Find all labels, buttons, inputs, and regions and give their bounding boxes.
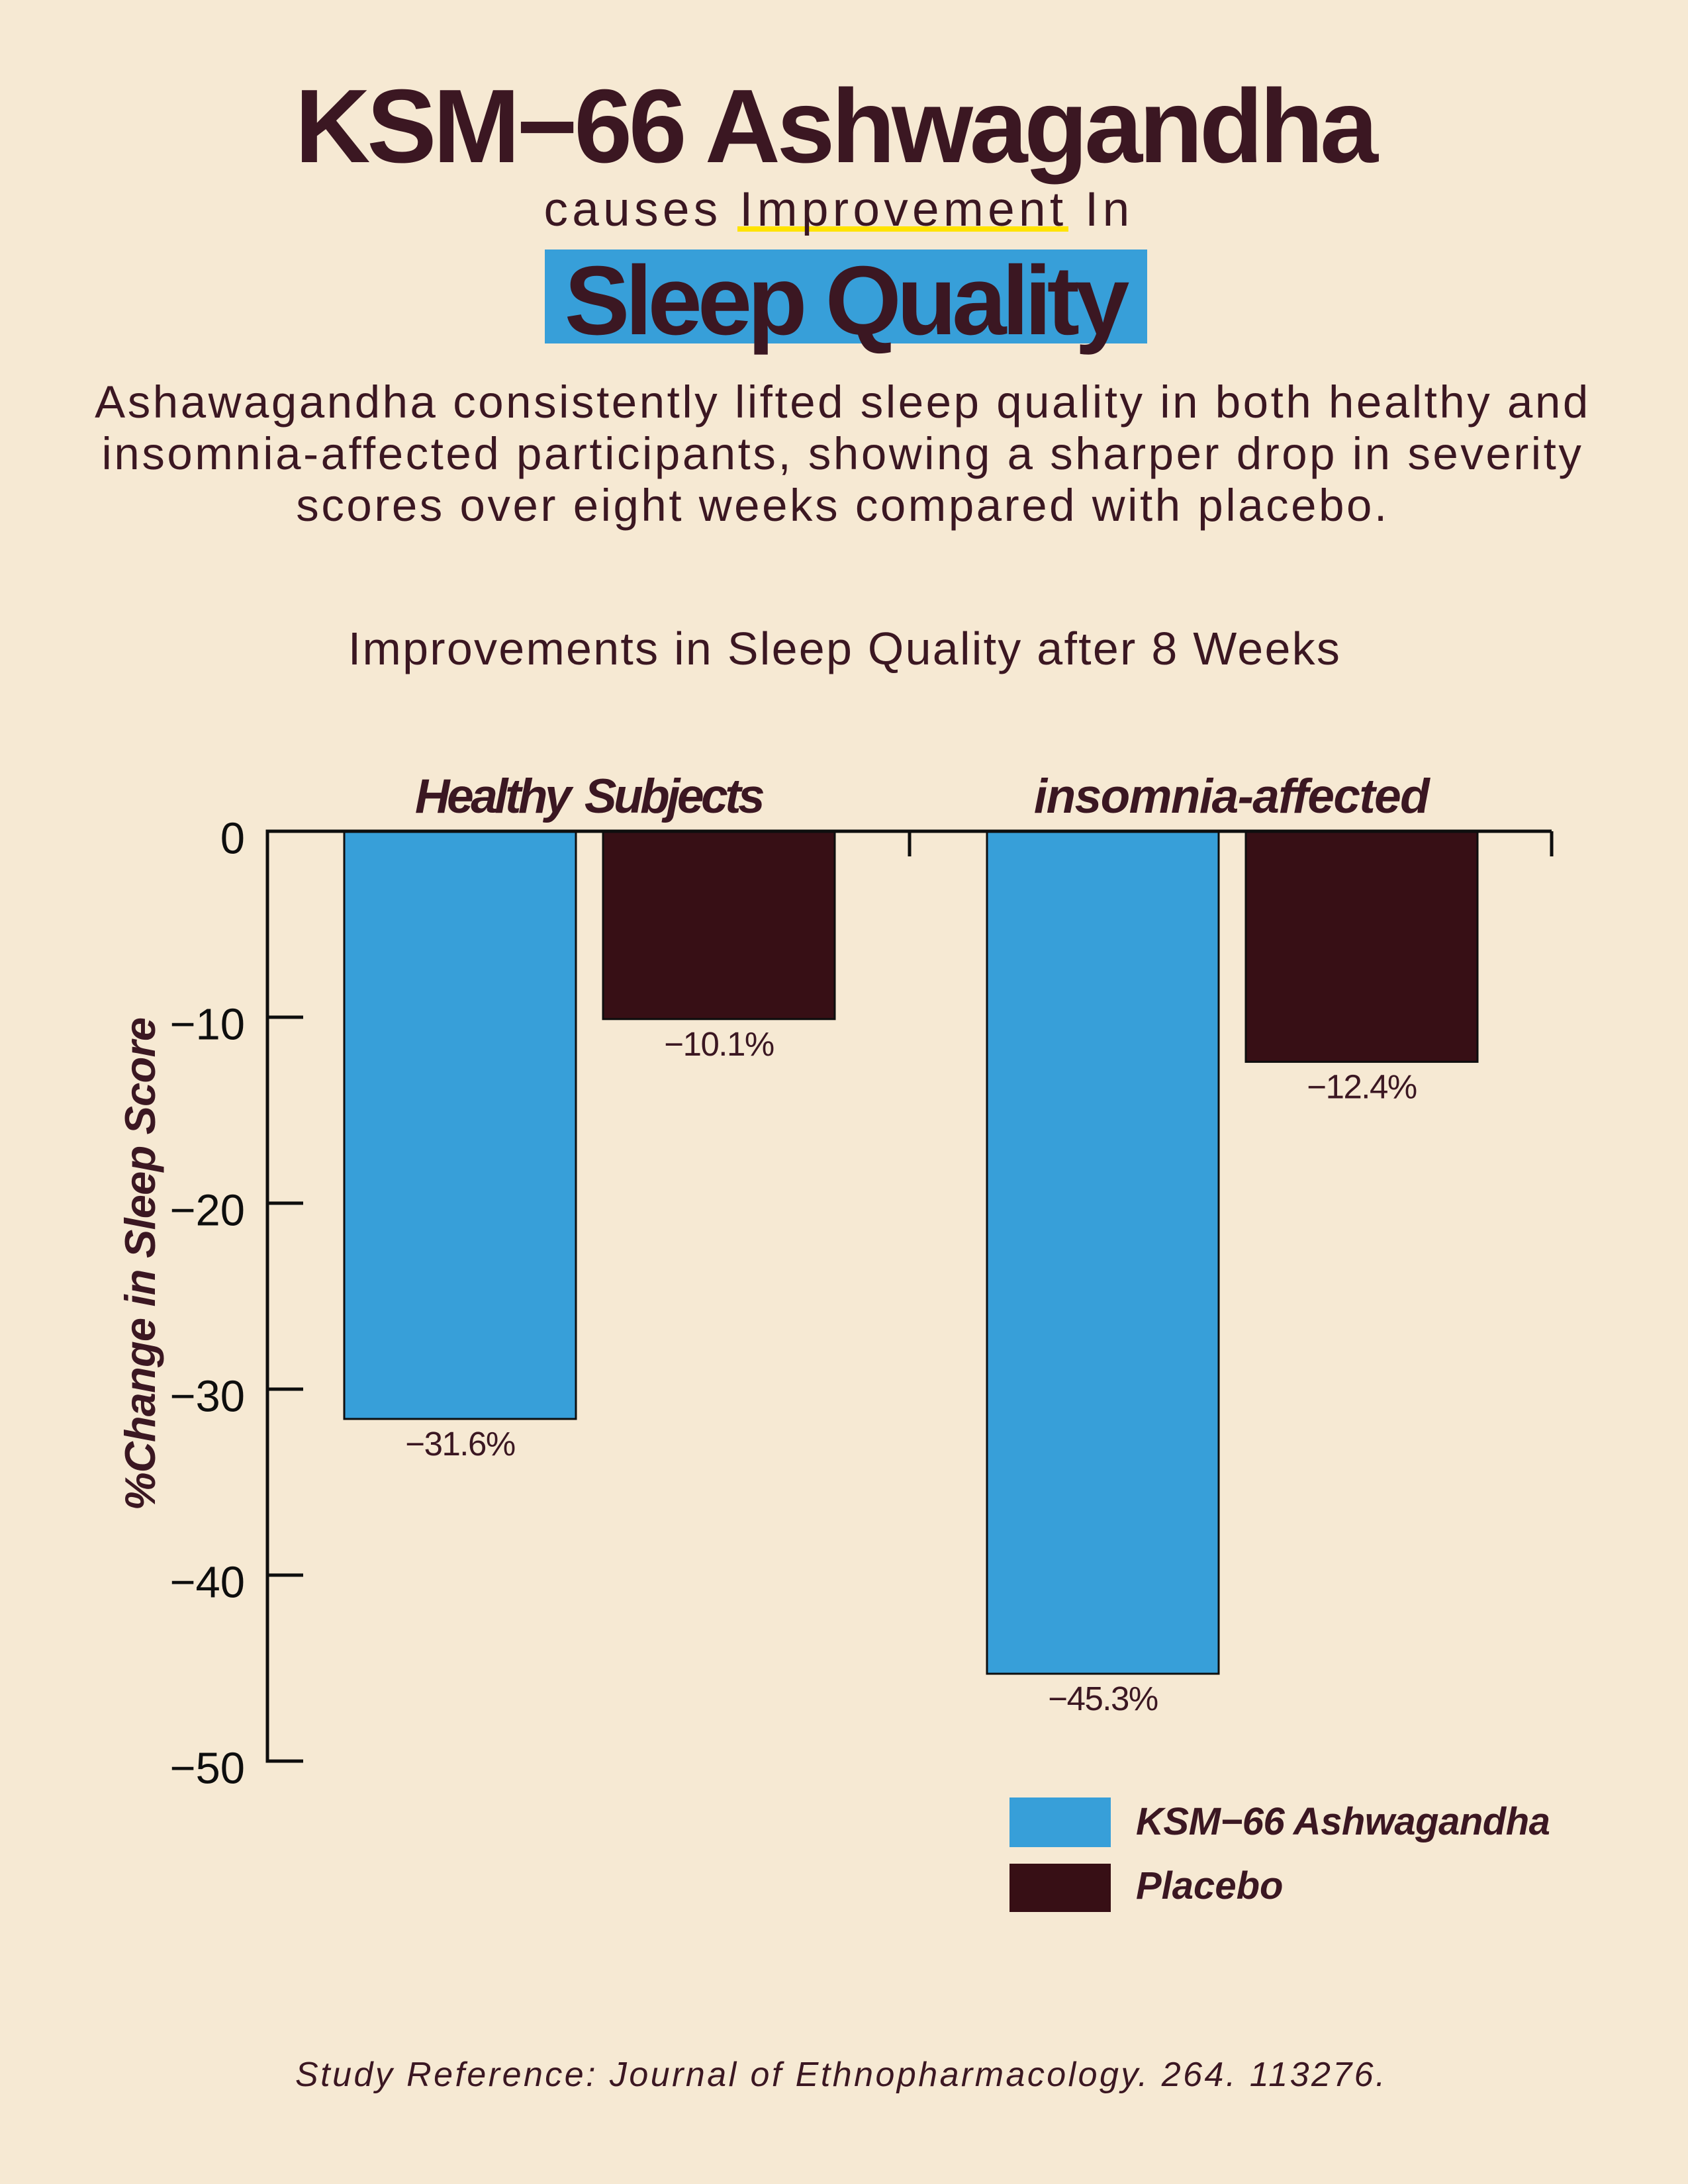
svg-text:Improvements in Sleep Quality: Improvements in Sleep Quality after 8 We… <box>348 623 1341 674</box>
svg-text:KSM−66 Ashwagandha: KSM−66 Ashwagandha <box>295 68 1379 185</box>
svg-text:causes Improvement In: causes Improvement In <box>543 183 1133 236</box>
svg-text:−30: −30 <box>169 1372 245 1422</box>
svg-text:−10: −10 <box>169 1000 245 1050</box>
svg-text:Study Reference: Journal of Et: Study Reference: Journal of Ethnopharmac… <box>295 2056 1387 2094</box>
svg-text:Ashawagandha consistently lift: Ashawagandha consistently lifted sleep q… <box>95 377 1591 428</box>
svg-text:KSM−66 Ashwagandha: KSM−66 Ashwagandha <box>1136 1800 1550 1843</box>
svg-text:−45.3%: −45.3% <box>1048 1680 1158 1717</box>
svg-text:insomnia-affected participants: insomnia-affected participants, showing … <box>102 428 1584 479</box>
svg-text:%Change in Sleep Score: %Change in Sleep Score <box>116 1018 164 1511</box>
svg-text:−40: −40 <box>169 1558 245 1608</box>
svg-text:Placebo: Placebo <box>1136 1864 1283 1907</box>
svg-text:−10.1%: −10.1% <box>664 1025 774 1063</box>
svg-text:−31.6%: −31.6% <box>405 1425 515 1463</box>
svg-text:−50: −50 <box>169 1744 245 1794</box>
svg-text:−20: −20 <box>169 1186 245 1236</box>
svg-text:Healthy Subjects: Healthy Subjects <box>415 770 764 823</box>
svg-text:Sleep Quality: Sleep Quality <box>565 246 1129 355</box>
svg-text:insomnia-affected: insomnia-affected <box>1034 770 1430 823</box>
svg-text:0: 0 <box>220 814 245 864</box>
svg-text:scores over eight weeks compar: scores over eight weeks compared with pl… <box>296 480 1389 531</box>
svg-text:−12.4%: −12.4% <box>1307 1068 1417 1106</box>
